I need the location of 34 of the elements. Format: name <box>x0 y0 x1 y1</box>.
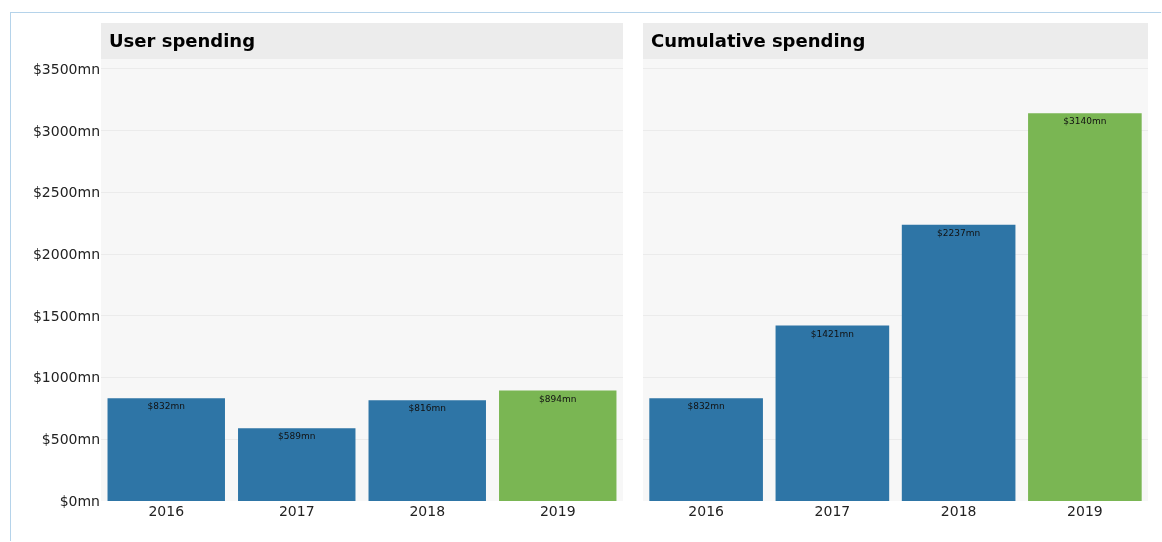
bar <box>901 224 1016 501</box>
y-tick-label: $1500mn <box>32 307 100 324</box>
bar <box>368 400 486 501</box>
bar <box>238 428 356 501</box>
bar <box>1028 113 1142 501</box>
y-tick-label: $3500mn <box>32 60 100 77</box>
chart-title: User spending <box>101 23 623 59</box>
x-tick-label: 2019 <box>1067 503 1103 519</box>
y-tick-label: $1000mn <box>32 369 100 386</box>
data-label: $1421mn <box>810 328 854 339</box>
bar <box>499 390 617 501</box>
bar <box>649 398 763 501</box>
chart-title: Cumulative spending <box>643 23 1148 59</box>
x-tick-label: 2017 <box>814 503 851 519</box>
data-label: $894mn <box>539 393 577 404</box>
y-tick-label: $2500mn <box>32 184 100 201</box>
y-tick-label: $2000mn <box>32 245 100 262</box>
x-tick-label: 2016 <box>148 503 185 519</box>
x-tick-label: 2018 <box>940 503 977 519</box>
x-tick-label: 2017 <box>278 503 315 519</box>
data-label: $3140mn <box>1063 116 1107 127</box>
data-label: $816mn <box>408 403 446 414</box>
data-label: $832mn <box>147 401 185 412</box>
bar <box>775 325 890 501</box>
data-label: $2237mn <box>937 227 981 238</box>
x-tick-label: 2018 <box>409 503 446 519</box>
y-tick-label: $500mn <box>41 431 100 448</box>
data-label: $832mn <box>687 401 725 412</box>
y-tick-label: $3000mn <box>32 122 100 139</box>
x-tick-label: 2016 <box>688 503 725 519</box>
bar <box>107 398 225 501</box>
data-label: $589mn <box>278 431 316 442</box>
y-tick-label: $0mn <box>59 492 100 509</box>
x-tick-label: 2019 <box>539 503 576 519</box>
